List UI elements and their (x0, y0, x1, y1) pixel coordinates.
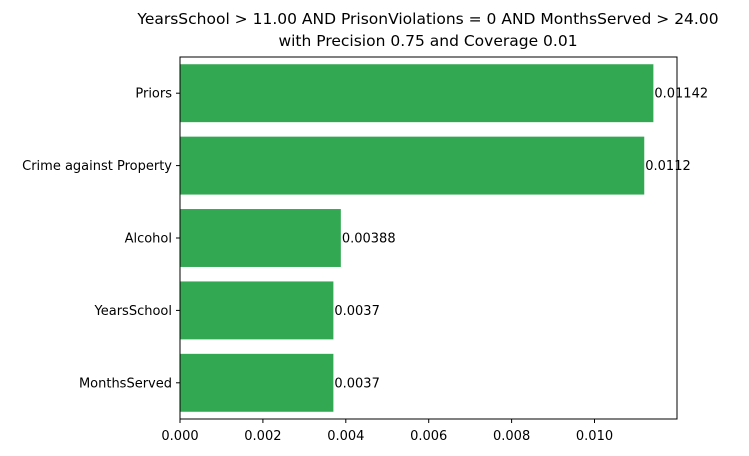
x-tick-label-5: 0.010 (576, 429, 613, 444)
x-tick-label-2: 0.004 (327, 429, 364, 444)
y-tick-label-2: Alcohol (125, 232, 172, 247)
x-tick-label-0: 0.000 (161, 429, 198, 444)
x-tick-label-4: 0.008 (493, 429, 530, 444)
chart-title-line-1: YearsSchool > 11.00 AND PrisonViolations… (136, 10, 718, 28)
bar-0 (180, 64, 654, 123)
bar-value-label-3: 0.0037 (334, 304, 380, 319)
bar-value-label-0: 0.01142 (654, 87, 708, 102)
y-tick-label-3: YearsSchool (94, 304, 172, 319)
y-tick-label-4: MonthsServed (79, 376, 172, 391)
bar-1 (180, 136, 645, 195)
x-tick-label-1: 0.002 (244, 429, 281, 444)
plot-area: 0.01142 Priors 0.0112 Crime against Propert… (22, 56, 708, 444)
bar-value-label-1: 0.0112 (645, 159, 691, 174)
x-tick-label-3: 0.006 (410, 429, 447, 444)
bar-value-label-2: 0.00388 (342, 232, 396, 247)
y-tick-label-1: Crime against Property (22, 159, 172, 174)
chart-title-line-2: with Precision 0.75 and Coverage 0.01 (278, 32, 577, 50)
bar-4 (180, 353, 334, 412)
bar-value-label-4: 0.0037 (334, 376, 380, 391)
y-tick-label-0: Priors (135, 87, 172, 102)
plot-frame (179, 56, 678, 420)
bar-3 (180, 281, 334, 340)
bar-2 (180, 209, 341, 267)
